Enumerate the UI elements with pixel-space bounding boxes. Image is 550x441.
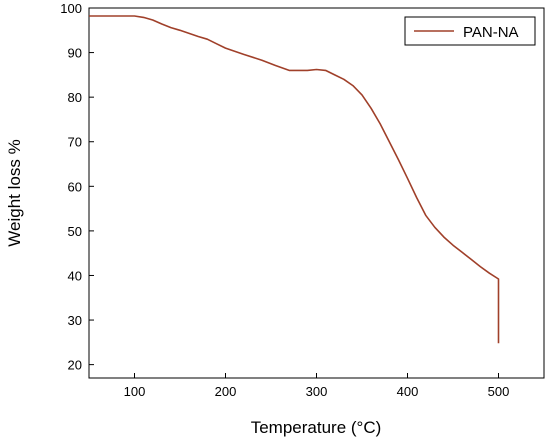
plot-area [88,7,545,379]
y-axis-title: Weight loss % [5,139,24,246]
x-axis-ticks: 100 200 300 400 500 [124,373,510,399]
y-tick-label-50: 50 [68,224,82,239]
legend-label: PAN-NA [463,24,519,41]
x-tick-label-300: 300 [306,384,328,399]
y-tick-label-60: 60 [68,179,82,194]
x-axis-title: Temperature (°C) [251,418,382,437]
y-tick-label-40: 40 [68,268,82,283]
y-tick-label-90: 90 [68,46,82,61]
x-tick-label-500: 500 [488,384,510,399]
y-tick-label-30: 30 [68,313,82,328]
y-tick-label-100: 100 [60,1,82,16]
y-tick-label-20: 20 [68,358,82,373]
y-tick-label-80: 80 [68,90,82,105]
series-layer [89,15,500,344]
series-line-0 [89,15,500,344]
y-tick-label-70: 70 [68,135,82,150]
y-axis-ticks: 20 30 40 50 60 70 80 90 100 [60,1,94,373]
x-tick-label-200: 200 [215,384,237,399]
legend: PAN-NA [404,16,536,46]
x-tick-label-400: 400 [397,384,419,399]
x-tick-label-100: 100 [124,384,146,399]
